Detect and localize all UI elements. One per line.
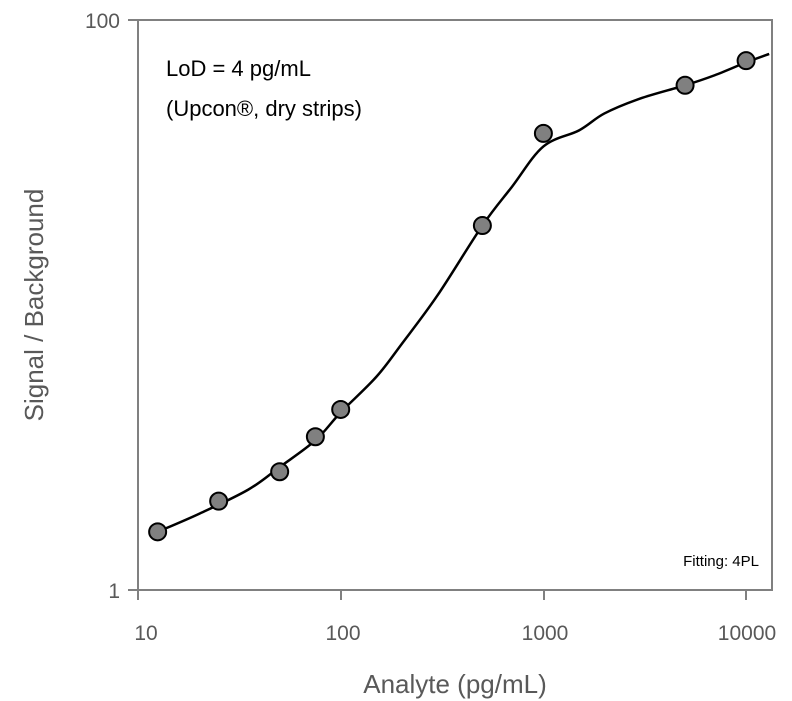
x-axis-title: Analyte (pg/mL) (363, 669, 547, 699)
data-point-6 (533, 123, 553, 143)
fit-curve-line (157, 52, 770, 533)
data-point-3 (305, 427, 325, 447)
data-point-7 (675, 75, 695, 95)
data-point-2 (270, 462, 290, 482)
y-axis-ticks: 100 1 (85, 10, 138, 603)
data-point-5 (472, 216, 492, 236)
y-axis-title: Signal / Background (19, 189, 49, 422)
fitting-annotation: Fitting: 4PL (683, 553, 759, 570)
x-tick-label-100: 100 (325, 622, 360, 645)
x-axis-ticks: 10 100 1000 10000 (134, 590, 776, 645)
lod-annotation: LoD = 4 pg/mL (166, 56, 311, 81)
x-tick-label-10: 10 (134, 622, 157, 645)
data-point-8 (736, 51, 756, 71)
x-tick-label-10000: 10000 (718, 622, 776, 645)
data-point-1 (209, 491, 229, 511)
plot-area-frame (137, 19, 773, 591)
fit-curve-group (157, 52, 770, 533)
data-point-4 (331, 399, 351, 419)
method-annotation: (Upcon®, dry strips) (166, 96, 362, 121)
axes-group (137, 19, 773, 591)
y-tick-label-bottom: 1 (108, 580, 120, 603)
data-points-group (148, 51, 756, 542)
data-point-0 (148, 522, 168, 542)
x-tick-label-1000: 1000 (522, 622, 569, 645)
y-tick-label-top: 100 (85, 10, 120, 33)
